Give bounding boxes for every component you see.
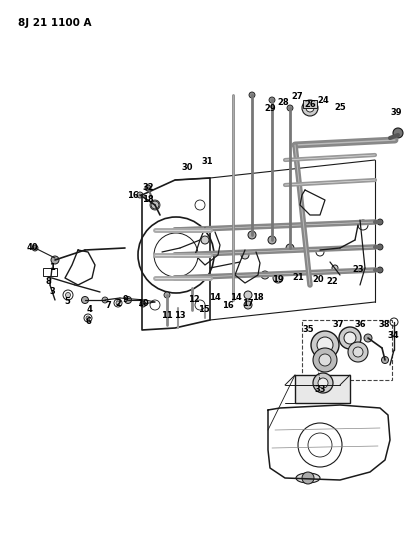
Text: 24: 24 [316, 95, 328, 104]
Text: 36: 36 [353, 320, 365, 329]
Circle shape [81, 296, 88, 303]
Text: 7: 7 [105, 301, 110, 310]
Circle shape [137, 192, 143, 198]
Circle shape [376, 219, 382, 225]
Text: 30: 30 [181, 164, 192, 173]
Circle shape [145, 185, 151, 191]
Circle shape [380, 357, 388, 364]
Text: 40: 40 [26, 244, 38, 253]
Circle shape [247, 231, 255, 239]
Circle shape [240, 251, 248, 259]
Text: 20: 20 [311, 276, 323, 285]
Circle shape [248, 92, 254, 98]
Circle shape [301, 100, 317, 116]
Bar [302, 100, 316, 108]
Bar [294, 375, 349, 403]
Circle shape [343, 332, 355, 344]
Ellipse shape [295, 473, 319, 483]
Circle shape [392, 128, 402, 138]
Circle shape [65, 293, 70, 297]
Circle shape [151, 201, 159, 209]
Text: 3: 3 [49, 287, 55, 295]
Text: 29: 29 [263, 103, 275, 112]
Text: 9: 9 [123, 295, 128, 304]
Text: 8: 8 [45, 277, 51, 286]
Text: 16: 16 [222, 301, 233, 310]
Text: 31: 31 [201, 157, 212, 166]
Circle shape [301, 472, 313, 484]
Circle shape [261, 271, 268, 279]
Text: 18: 18 [142, 196, 153, 205]
Circle shape [312, 348, 336, 372]
Circle shape [116, 301, 120, 305]
Text: 1: 1 [49, 263, 55, 272]
Circle shape [286, 105, 292, 111]
Circle shape [317, 378, 327, 388]
Circle shape [305, 104, 313, 112]
Circle shape [363, 334, 371, 342]
Circle shape [331, 265, 337, 271]
Circle shape [318, 354, 330, 366]
Text: 11: 11 [161, 311, 173, 319]
Text: 2: 2 [115, 298, 121, 308]
Text: 33: 33 [313, 385, 325, 394]
Text: 21: 21 [291, 273, 303, 282]
Circle shape [124, 296, 131, 303]
Circle shape [139, 301, 146, 307]
Circle shape [376, 244, 382, 250]
Text: 38: 38 [378, 320, 389, 329]
Text: 10: 10 [137, 300, 148, 309]
Circle shape [338, 327, 360, 349]
Circle shape [376, 267, 382, 273]
Circle shape [268, 97, 274, 103]
Text: 34: 34 [386, 332, 398, 341]
Circle shape [272, 273, 282, 283]
Text: 16: 16 [127, 190, 139, 199]
Circle shape [316, 337, 332, 353]
Text: 4: 4 [87, 305, 93, 314]
Text: 5: 5 [64, 297, 70, 306]
Circle shape [164, 292, 170, 298]
Text: 13: 13 [174, 311, 185, 319]
Text: 6: 6 [85, 318, 91, 327]
Bar [43, 268, 57, 276]
Circle shape [285, 244, 293, 252]
Circle shape [347, 342, 367, 362]
Text: 18: 18 [252, 293, 263, 302]
Text: 39: 39 [389, 108, 401, 117]
Circle shape [102, 297, 108, 303]
Text: 28: 28 [276, 98, 288, 107]
Circle shape [310, 331, 338, 359]
Text: 25: 25 [333, 102, 345, 111]
Circle shape [243, 291, 252, 299]
Text: 22: 22 [325, 278, 337, 287]
Circle shape [86, 316, 90, 320]
Circle shape [352, 347, 362, 357]
Text: 17: 17 [242, 298, 253, 308]
Text: 8J 21 1100 A: 8J 21 1100 A [18, 18, 91, 28]
Text: 27: 27 [290, 92, 302, 101]
Text: 37: 37 [331, 320, 343, 329]
Circle shape [312, 373, 332, 393]
Text: 26: 26 [303, 100, 315, 109]
Bar [301, 320, 391, 380]
Text: 15: 15 [198, 305, 209, 314]
Text: 19: 19 [272, 276, 283, 285]
Text: 14: 14 [209, 294, 220, 303]
Text: 35: 35 [301, 326, 313, 335]
Circle shape [243, 301, 252, 309]
Circle shape [267, 236, 275, 244]
Circle shape [51, 256, 59, 264]
Text: 12: 12 [188, 295, 200, 304]
Text: 14: 14 [229, 294, 241, 303]
Circle shape [32, 245, 38, 251]
Text: 32: 32 [142, 183, 153, 192]
Text: 23: 23 [351, 265, 363, 274]
Circle shape [200, 236, 209, 244]
